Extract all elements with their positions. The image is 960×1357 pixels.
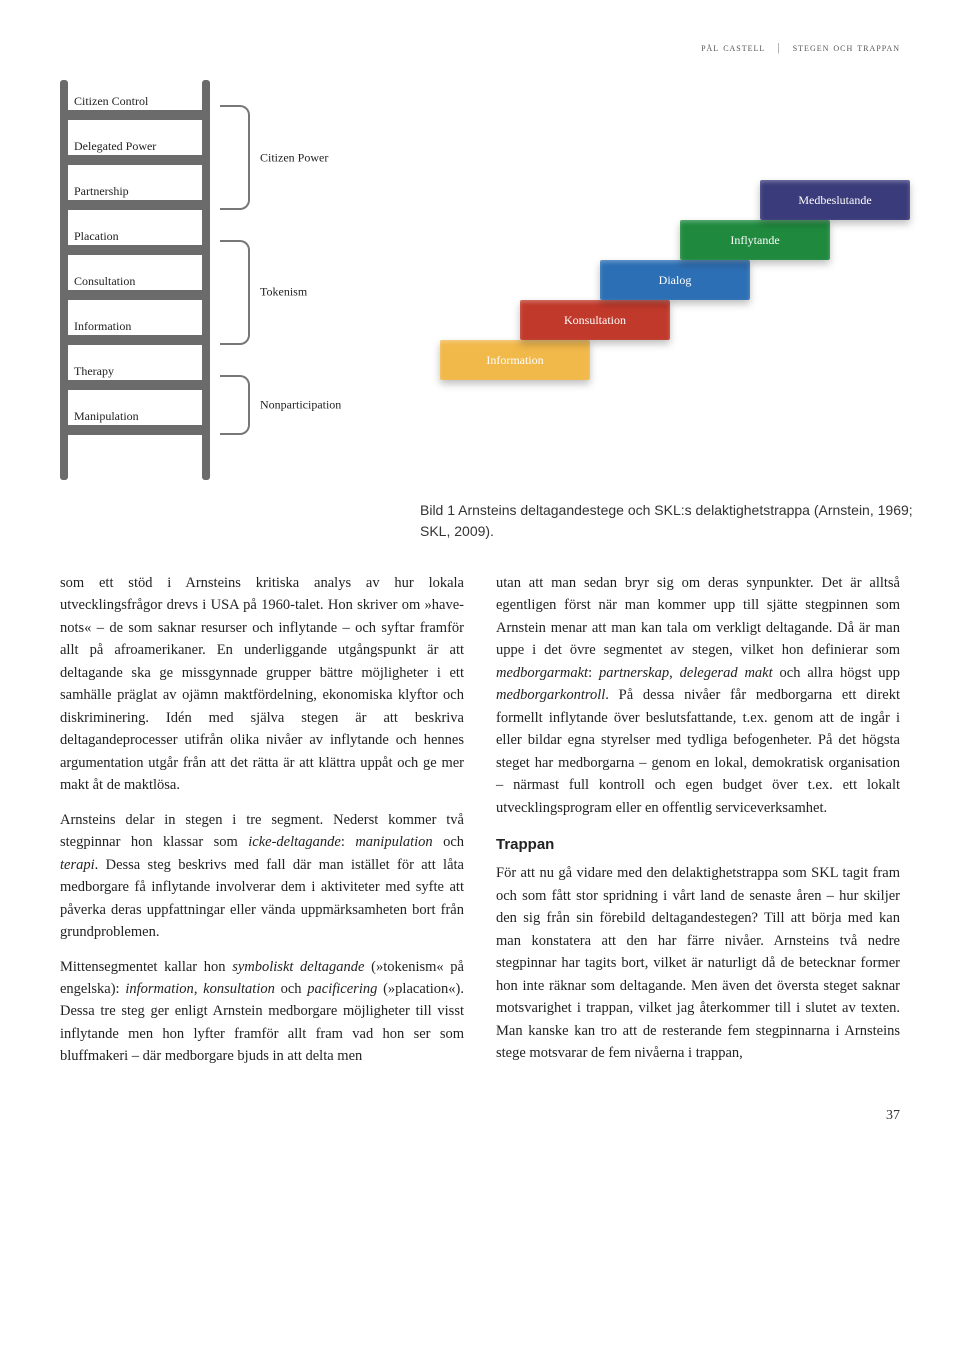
rung-label: Manipulation [74,409,139,424]
section-heading: Trappan [496,833,900,856]
rung-label: Therapy [74,364,114,379]
ladder-rail-left [60,80,68,480]
ladder-rung [64,200,206,210]
ladder-rung [64,425,206,435]
stair-label: Dialog [659,273,692,288]
stair-step: Information [440,340,590,380]
rung-label: Consultation [74,274,135,289]
stair-label: Inflytande [730,233,779,248]
stair-step: Dialog [600,260,750,300]
body-paragraph: utan att man sedan bryr sig om deras syn… [496,572,900,819]
brace-label: Nonparticipation [260,398,341,413]
ladder: Citizen Control Delegated Power Partners… [60,80,210,480]
ladder-rung [64,245,206,255]
running-separator: | [777,40,780,54]
rung-label: Delegated Power [74,139,156,154]
stair-step: Inflytande [680,220,830,260]
rung-label: Information [74,319,131,334]
ladder-brace [220,375,250,435]
rung-label: Placation [74,229,119,244]
stair-step: Medbeslutande [760,180,910,220]
rung-label: Citizen Control [74,94,148,109]
ladder-brace [220,240,250,345]
page-number: 37 [60,1108,900,1124]
stair-label: Information [486,353,543,368]
ladder-brace [220,105,250,210]
brace-label: Citizen Power [260,151,328,166]
stair-label: Medbeslutande [798,193,871,208]
stair-step: Konsultation [520,300,670,340]
running-title: stegen och trappan [793,40,900,54]
stair-label: Konsultation [564,313,626,328]
ladder-rung [64,335,206,345]
ladder-rung [64,155,206,165]
body-paragraph: som ett stöd i Arnsteins kritiska analys… [60,572,464,797]
running-author: pål castell [701,40,765,54]
figure-row: Citizen Control Delegated Power Partners… [60,80,900,480]
body-paragraph: För att nu gå vidare med den delaktighet… [496,862,900,1064]
body-columns: som ett stöd i Arnsteins kritiska analys… [60,572,900,1078]
figure-caption: Bild 1 Arnsteins deltagandestege och SKL… [420,500,920,542]
running-header: pål castell | stegen och trappan [60,40,900,55]
body-paragraph: Mittensegmentet kallar hon symboliskt de… [60,956,464,1068]
ladder-diagram: Citizen Control Delegated Power Partners… [60,80,360,480]
brace-label: Tokenism [260,285,307,300]
ladder-rail-right [202,80,210,480]
ladder-rung [64,290,206,300]
stairs-diagram: Information Konsultation Dialog Inflytan… [440,140,900,440]
ladder-rung [64,380,206,390]
body-paragraph: Arnsteins delar in stegen i tre segment.… [60,809,464,944]
ladder-rung [64,110,206,120]
rung-label: Partnership [74,184,129,199]
